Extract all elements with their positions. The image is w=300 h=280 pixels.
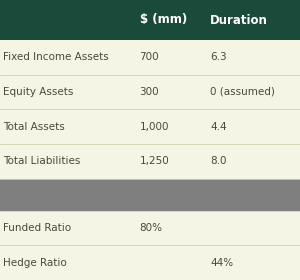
Text: Funded Ratio: Funded Ratio xyxy=(3,223,71,233)
Text: 44%: 44% xyxy=(210,258,233,268)
Text: 300: 300 xyxy=(140,87,159,97)
Text: Total Assets: Total Assets xyxy=(3,122,65,132)
Bar xyxy=(0,109,300,144)
Text: 80%: 80% xyxy=(140,223,163,233)
Bar xyxy=(0,144,300,179)
Bar xyxy=(0,211,300,245)
Bar xyxy=(0,0,300,40)
Bar xyxy=(0,245,300,280)
Text: 0 (assumed): 0 (assumed) xyxy=(210,87,275,97)
Text: 8.0: 8.0 xyxy=(210,156,226,166)
Text: Fixed Income Assets: Fixed Income Assets xyxy=(3,52,109,62)
Text: Total Liabilities: Total Liabilities xyxy=(3,156,80,166)
Text: 1,000: 1,000 xyxy=(140,122,169,132)
Text: 4.4: 4.4 xyxy=(210,122,226,132)
Text: $ (mm): $ (mm) xyxy=(140,13,187,27)
Text: Hedge Ratio: Hedge Ratio xyxy=(3,258,67,268)
Text: 6.3: 6.3 xyxy=(210,52,226,62)
Text: 700: 700 xyxy=(140,52,159,62)
Bar xyxy=(0,75,300,109)
Text: Equity Assets: Equity Assets xyxy=(3,87,74,97)
Bar xyxy=(0,40,300,75)
Text: Duration: Duration xyxy=(210,13,268,27)
Text: 1,250: 1,250 xyxy=(140,156,169,166)
Bar xyxy=(0,179,300,211)
